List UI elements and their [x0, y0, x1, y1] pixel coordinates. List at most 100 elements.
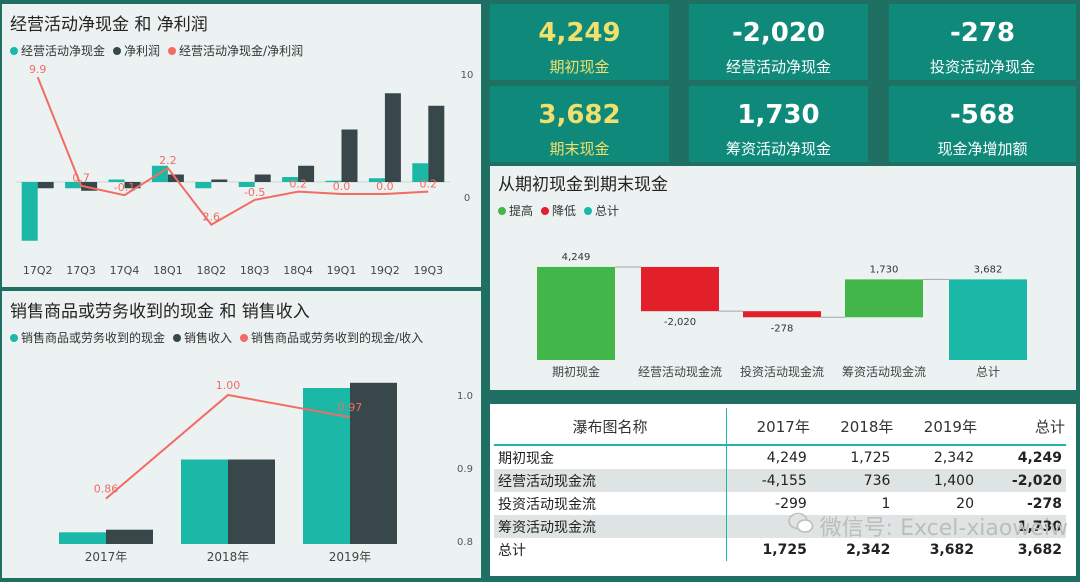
watermark-text: 微信号: Excel-xiaoweiw: [819, 516, 1068, 541]
cell-2019: 3,682: [929, 541, 974, 558]
x-tick-label: 2018年: [207, 550, 250, 564]
cell-2018: [810, 515, 895, 538]
x-tick-label: 17Q2: [23, 264, 53, 277]
bar-net-profit: [341, 129, 358, 182]
waterfall-bar: [949, 279, 1027, 360]
legend-label: 销售商品或劳务收到的现金: [21, 331, 166, 345]
kpi-label: 期初现金: [549, 58, 610, 76]
bar-operating-cash: [238, 182, 255, 187]
legend-item[interactable]: 净利润: [113, 42, 160, 59]
kpi-label: 筹资活动净现金: [725, 140, 831, 158]
x-tick-label: 19Q3: [413, 264, 443, 277]
bar-operating-cash: [368, 178, 385, 182]
cell-2018: 2,342: [846, 541, 891, 558]
cell-2018: 736: [810, 469, 895, 492]
chart1-plot: 9.9 0.7 -0.1 2.2 2.6 -0.5 0.2 0.0 0.0 0.2 17Q2 17Q3…: [16, 63, 473, 277]
data-label: 0.7: [72, 172, 90, 185]
kpi-label: 期末现金: [549, 140, 610, 158]
cell-2019: 20: [956, 495, 974, 512]
cell-2017: [725, 515, 811, 538]
bar-operating-cash: [282, 177, 299, 182]
legend-item[interactable]: 经营活动净现金: [10, 42, 105, 59]
table-row: 经营活动现金流 -4,155 736 1,400 -2,020: [494, 469, 1066, 492]
kpi-card-closing-cash[interactable]: 3,682 期末现金: [490, 86, 669, 162]
data-label: 0.0: [333, 180, 351, 193]
data-label: 4,249: [562, 252, 591, 263]
bar-net-profit: [211, 179, 228, 182]
chart3-title: 从期初现金到期末现金: [498, 175, 668, 195]
bar-sales-cash: [59, 532, 106, 544]
chart2-legend: 销售商品或劳务收到的现金 销售收入 销售商品或劳务收到的现金/收入: [10, 329, 423, 346]
legend-label: 销售收入: [184, 331, 233, 345]
row-name: 总计: [498, 542, 526, 559]
kpi-card-operating-cash[interactable]: -2,020 经营活动净现金: [689, 4, 868, 80]
waterfall-bar: [845, 279, 923, 318]
bar-operating-cash: [412, 163, 429, 182]
x-tick-label: 期初现金: [552, 364, 600, 379]
legend-item[interactable]: 销售商品或劳务收到的现金: [10, 329, 165, 346]
cell-2019: 1,400: [894, 469, 978, 492]
bar-net-profit: [254, 174, 271, 182]
bar-sales-revenue: [228, 459, 275, 544]
x-tick-label: 18Q4: [283, 264, 313, 277]
row-name: 经营活动现金流: [494, 469, 727, 492]
operating-cash-panel: 经营活动净现金 和 净利润 经营活动净现金 净利润 经营活动净现金/净利润 9.…: [2, 4, 481, 287]
data-label: -0.5: [244, 186, 265, 199]
col-header-2018[interactable]: 2018年: [810, 408, 895, 446]
chart2-plot: 0.86 1.00 0.97 2017年 2018年 2019年 1.0 0.9 0.8: [59, 379, 473, 564]
legend-label: 经营活动净现金/净利润: [179, 44, 304, 58]
col-header-2017[interactable]: 2017年: [725, 408, 811, 446]
data-label: 1,730: [870, 264, 899, 275]
legend-item[interactable]: 销售商品或劳务收到的现金/收入: [240, 329, 423, 346]
kpi-card-financing-cash[interactable]: 1,730 筹资活动净现金: [689, 86, 868, 162]
x-tick-label: 投资活动现金流: [740, 364, 824, 379]
waterfall-bar: [743, 311, 821, 318]
data-label: -0.1: [114, 181, 135, 194]
x-tick-label: 17Q4: [110, 264, 140, 277]
kpi-card-opening-cash[interactable]: 4,249 期初现金: [490, 4, 669, 80]
cell-total: -278: [1026, 495, 1062, 512]
data-label: 9.9: [29, 63, 47, 76]
waterfall-table: 瀑布图名称 2017年 2018年 2019年 总计 期初现金 4,249 1,…: [494, 408, 1066, 561]
waterfall-panel: 从期初现金到期末现金 提高 降低 总计 4,249 期初现金 -2,020 经营活动现…: [490, 166, 1076, 390]
legend-label: 降低: [552, 204, 577, 218]
kpi-value: 4,249: [538, 18, 621, 48]
row-name: 筹资活动现金流: [494, 515, 727, 538]
data-label: 1.00: [216, 379, 241, 392]
kpi-value: 1,730: [737, 100, 820, 130]
chart3-plot: 4,249 期初现金 -2,020 经营活动现金流 -278 投资活动现金流 1,730 筹资…: [537, 252, 1027, 379]
legend-item[interactable]: 销售收入: [173, 329, 232, 346]
cell-total: 1,730: [977, 515, 1066, 538]
bar-operating-cash: [195, 182, 212, 189]
legend-item[interactable]: 总计: [584, 202, 619, 219]
ratio-line: [105, 393, 351, 500]
y2-tick-label: 1.0: [457, 391, 473, 402]
bar-sales-revenue: [106, 529, 153, 544]
legend-item[interactable]: 经营活动净现金/净利润: [168, 42, 303, 59]
kpi-value: -2,020: [731, 18, 826, 48]
table-row: 投资活动现金流 -299 1 20 -278: [494, 492, 1066, 515]
kpi-card-investing-cash[interactable]: -278 投资活动净现金: [889, 4, 1076, 80]
chart3-legend: 提高 降低 总计: [498, 202, 619, 219]
cell-2017: -4,155: [725, 469, 811, 492]
bar-operating-cash: [108, 179, 125, 182]
data-label: 0.2: [289, 178, 307, 191]
kpi-label: 经营活动净现金: [725, 58, 831, 76]
legend-item[interactable]: 提高: [498, 202, 533, 219]
col-header-2019[interactable]: 2019年: [894, 408, 978, 446]
x-tick-label: 19Q1: [327, 264, 357, 277]
kpi-card-net-increase[interactable]: -568 现金净增加额: [889, 86, 1076, 162]
kpi-label: 投资活动净现金: [929, 58, 1035, 76]
data-label: 0.97: [338, 401, 363, 414]
bar-sales-revenue: [350, 382, 397, 544]
ratio-line: [36, 76, 429, 226]
col-header-total[interactable]: 总计: [977, 408, 1066, 446]
legend-item[interactable]: 降低: [541, 202, 576, 219]
cell-total: 3,682: [1017, 541, 1062, 558]
bar-operating-cash: [65, 182, 82, 189]
row-name: 投资活动现金流: [498, 496, 596, 513]
x-tick-label: 18Q3: [240, 264, 270, 277]
col-header-name[interactable]: 瀑布图名称: [494, 408, 727, 446]
data-label: 0.86: [94, 483, 119, 496]
chart1-legend: 经营活动净现金 净利润 经营活动净现金/净利润: [10, 42, 303, 59]
